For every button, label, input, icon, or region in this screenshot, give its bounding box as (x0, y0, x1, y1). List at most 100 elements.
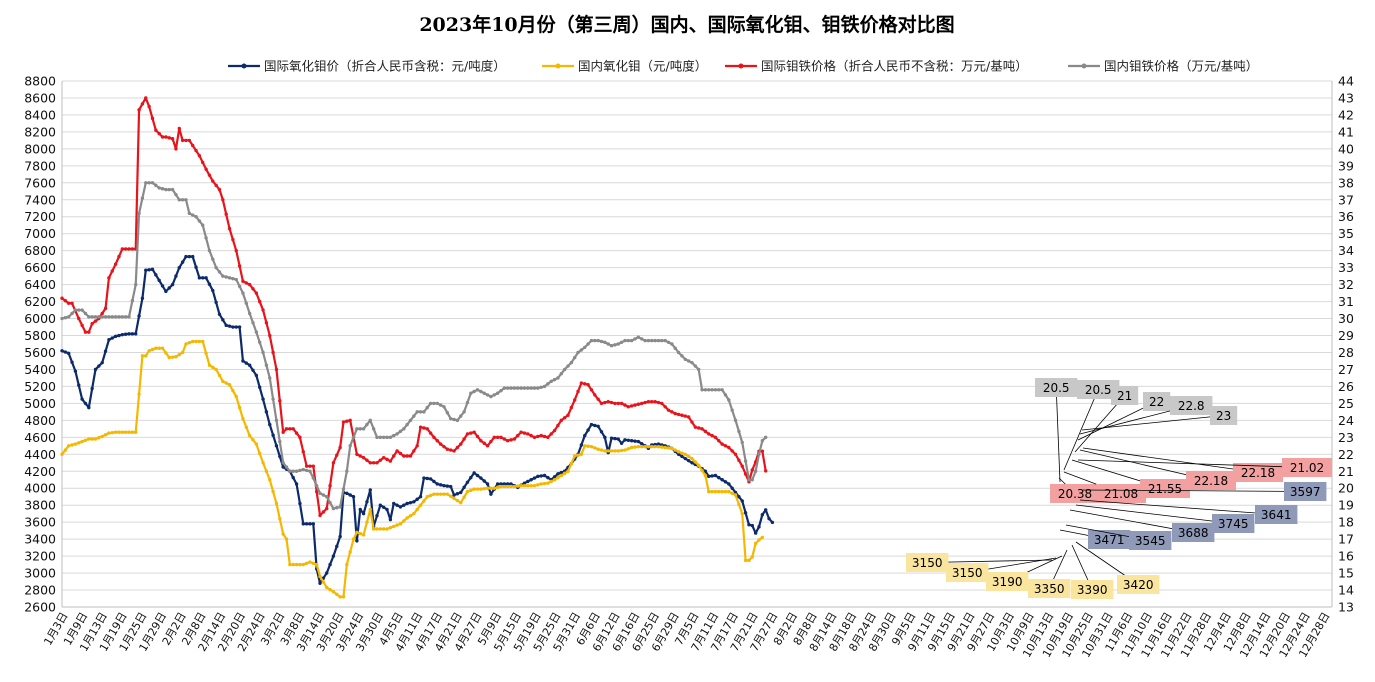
data-label: 22 (1077, 392, 1171, 441)
data-point (371, 527, 376, 531)
data-point (562, 416, 567, 420)
data-point (264, 363, 269, 367)
data-point (653, 399, 657, 404)
data-point (241, 279, 245, 283)
data-point (398, 505, 403, 509)
data-point (449, 494, 453, 498)
data-point (201, 339, 205, 344)
data-point (227, 324, 232, 328)
data-point (375, 435, 379, 440)
data-point (214, 265, 218, 270)
data-point (519, 386, 523, 390)
data-point (415, 497, 419, 501)
data-point (643, 338, 647, 343)
data-point (489, 439, 493, 444)
data-point (325, 495, 329, 499)
label-box (1284, 482, 1327, 501)
data-point (640, 441, 644, 446)
data-point (495, 485, 500, 490)
plot-area (62, 81, 1332, 607)
data-point (509, 386, 513, 390)
data-point (767, 516, 771, 521)
data-point (251, 368, 255, 372)
data-point (445, 492, 450, 496)
data-point (696, 463, 701, 468)
data-point (666, 408, 671, 412)
data-point (321, 510, 326, 514)
data-point (271, 489, 275, 494)
data-point (435, 401, 439, 406)
y-left-tick-label: 2800 (24, 583, 56, 598)
data-point (194, 148, 198, 153)
data-point (710, 474, 714, 478)
data-point (516, 484, 520, 488)
data-point (629, 404, 634, 408)
data-point (569, 405, 574, 410)
legend-item: 国际钼铁价格（折合人民币不含税：万元/基吨） (725, 59, 1028, 74)
data-point (388, 525, 393, 530)
data-point (345, 469, 349, 473)
data-point (127, 332, 131, 336)
data-point (730, 491, 734, 496)
data-point (613, 436, 617, 441)
data-point (281, 465, 285, 469)
data-point (251, 287, 255, 291)
data-point (656, 444, 661, 449)
data-point (244, 361, 248, 365)
data-point (686, 458, 691, 463)
data-point (80, 308, 84, 312)
data-point (365, 422, 369, 427)
data-point (60, 316, 64, 321)
data-point (140, 354, 145, 358)
data-point (365, 458, 369, 462)
y-left-tick-label: 8400 (24, 107, 56, 122)
y-left-tick-label: 5000 (24, 396, 56, 411)
data-label: 21 (1074, 386, 1139, 453)
data-point (395, 432, 399, 436)
data-point (304, 464, 309, 468)
data-point (583, 444, 587, 448)
data-point (412, 500, 416, 504)
data-point (438, 483, 443, 487)
data-point (462, 485, 466, 490)
data-point (495, 482, 500, 486)
data-point (227, 383, 232, 387)
data-point (542, 473, 547, 478)
data-point (241, 359, 245, 363)
data-point (536, 474, 540, 479)
data-point (67, 315, 71, 319)
data-point (586, 383, 590, 387)
label-text: 3350 (1034, 582, 1065, 596)
data-point (107, 315, 111, 319)
data-point (542, 434, 547, 439)
data-point (385, 435, 389, 440)
data-point (586, 428, 590, 432)
data-point (676, 350, 681, 355)
data-point (516, 433, 520, 438)
label-box (1212, 514, 1255, 533)
data-point (90, 315, 94, 319)
data-point (398, 522, 403, 526)
data-point (442, 405, 446, 409)
data-point (388, 517, 393, 522)
data-point (650, 338, 654, 343)
data-point (328, 500, 332, 505)
label-text: 21.55 (1148, 482, 1182, 496)
data-point (385, 527, 389, 531)
data-point (472, 430, 476, 434)
data-point (415, 410, 419, 414)
data-point (760, 513, 765, 517)
data-point (743, 558, 748, 563)
data-point (204, 236, 208, 240)
data-point (123, 247, 128, 251)
data-point (381, 505, 386, 510)
y-right-tick-label: 26 (1338, 379, 1354, 394)
data-point (690, 420, 694, 424)
data-point (140, 102, 145, 106)
data-point (170, 187, 175, 192)
data-point (452, 493, 456, 497)
y-right-tick-label: 40 (1338, 141, 1354, 156)
data-point (583, 382, 587, 386)
data-point (526, 479, 530, 484)
